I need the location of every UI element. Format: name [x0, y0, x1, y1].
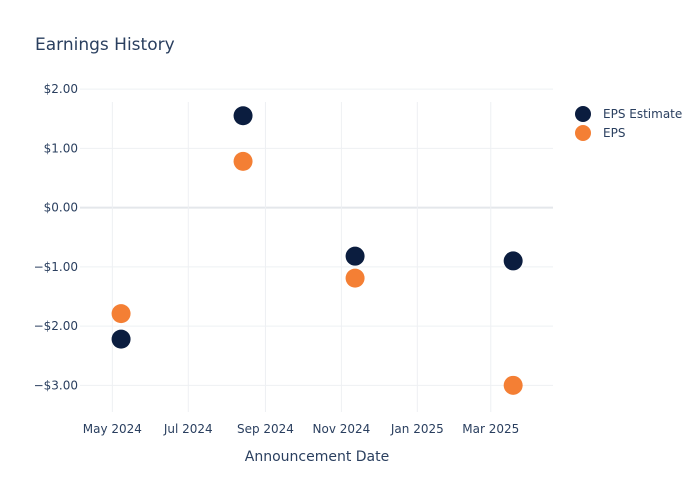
- x-tick-label: Jul 2024: [163, 422, 213, 436]
- x-tick-label: Sep 2024: [237, 422, 294, 436]
- x-tick-label: Mar 2025: [462, 422, 519, 436]
- eps-estimate-point[interactable]: [233, 106, 253, 126]
- y-tick-label: $2.00: [44, 82, 78, 96]
- eps-estimate-point[interactable]: [503, 251, 523, 271]
- x-axis-label: Announcement Date: [245, 449, 389, 465]
- legend-marker[interactable]: [575, 125, 591, 141]
- eps-estimate-point[interactable]: [345, 246, 365, 266]
- legend-marker[interactable]: [575, 106, 591, 122]
- eps-estimate-point[interactable]: [111, 329, 131, 349]
- legend[interactable]: EPS Estimate EPS: [575, 106, 682, 141]
- y-tick-label: −$1.00: [34, 260, 78, 274]
- x-tick-label: Nov 2024: [313, 422, 371, 436]
- eps-point[interactable]: [233, 151, 253, 171]
- eps-point[interactable]: [503, 375, 523, 395]
- y-tick-label: −$2.00: [34, 319, 78, 333]
- x-tick-label: May 2024: [83, 422, 142, 436]
- y-tick-label: −$3.00: [34, 378, 78, 392]
- legend-label[interactable]: EPS Estimate: [603, 107, 682, 121]
- x-tick-label: Jan 2025: [390, 422, 444, 436]
- x-axis-ticks: May 2024 Jul 2024 Sep 2024 Nov 2024 Jan 2025…: [83, 422, 519, 436]
- y-axis-ticks: $2.00 $1.00 $0.00 −$1.00 −$2.00 −$3.00: [34, 82, 78, 392]
- eps-point[interactable]: [345, 268, 365, 288]
- legend-label[interactable]: EPS: [603, 126, 625, 140]
- grid-layer: [80, 88, 553, 412]
- chart-title: Earnings History: [35, 35, 175, 55]
- eps-point[interactable]: [111, 304, 131, 324]
- y-tick-label: $0.00: [44, 201, 78, 215]
- y-tick-label: $1.00: [44, 141, 78, 155]
- points-layer: [111, 106, 523, 395]
